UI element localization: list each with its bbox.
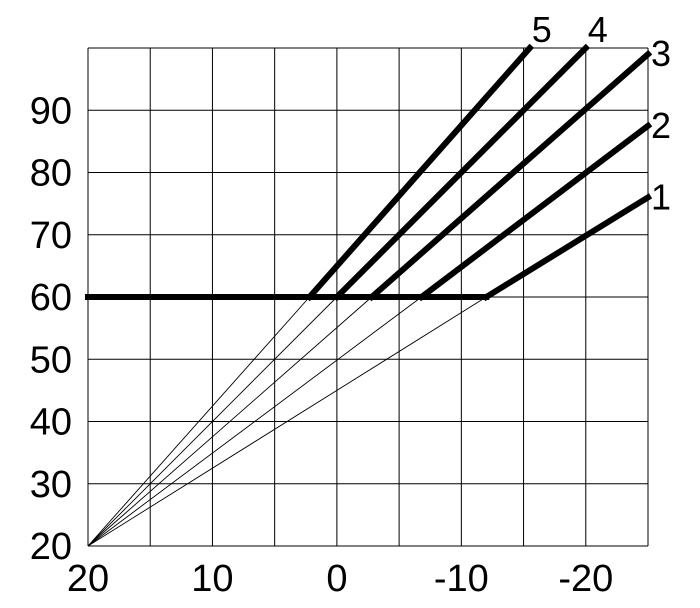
grid (87, 47, 649, 547)
series-lines (85, 43, 653, 302)
series-label: 4 (588, 9, 608, 50)
series-line-5 (305, 43, 535, 302)
convergence-line (87, 296, 422, 547)
x-tick-label: 10 (191, 558, 233, 600)
y-tick-label: 80 (30, 153, 72, 195)
x-tick-label: -10 (434, 558, 489, 600)
convergence-lines (87, 296, 487, 547)
y-tick-label: 30 (30, 464, 72, 506)
series-label: 2 (651, 105, 671, 146)
y-tick-label: 90 (30, 90, 72, 132)
series-label: 3 (651, 33, 671, 74)
x-tick-label: 20 (67, 558, 109, 600)
series-label: 5 (532, 9, 552, 50)
x-tick-label: -20 (558, 558, 613, 600)
convergence-line (87, 296, 310, 547)
convergence-line (87, 296, 487, 547)
series-line-1 (482, 193, 653, 302)
x-tick-label: 0 (326, 558, 347, 600)
series-line-4 (332, 43, 591, 302)
y-tick-label: 40 (30, 402, 72, 444)
y-tick-label: 70 (30, 215, 72, 257)
series-label: 1 (651, 176, 671, 217)
convergence-line (87, 296, 338, 547)
y-tick-label: 50 (30, 339, 72, 381)
convergence-line (87, 296, 373, 547)
x-axis-tick-labels: 20 10 0 -10 -20 (67, 558, 613, 600)
y-tick-label: 60 (30, 277, 72, 319)
y-tick-label: 20 (30, 526, 72, 568)
y-axis-tick-labels: 20 30 40 50 60 70 80 90 (30, 90, 72, 568)
series-labels: 1 2 3 4 5 (532, 9, 671, 217)
series-line-3 (367, 49, 653, 302)
series-line-2 (417, 121, 653, 302)
